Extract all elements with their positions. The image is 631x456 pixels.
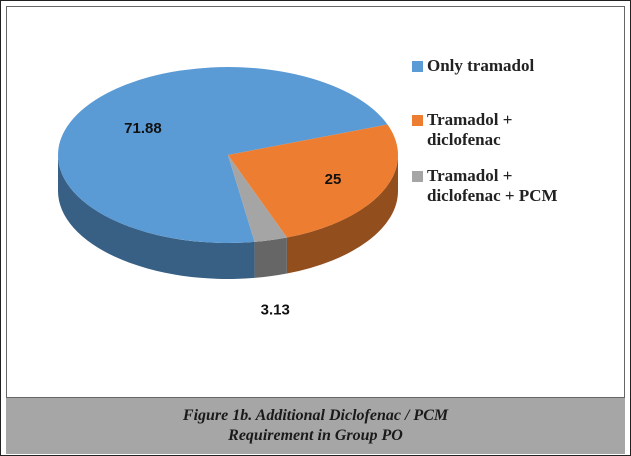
data-label: 25 bbox=[325, 171, 342, 188]
slice-side bbox=[254, 237, 287, 278]
legend-label: Tramadol + diclofenac + PCM bbox=[427, 166, 558, 205]
legend-item: Tramadol + diclofenac + PCM bbox=[412, 166, 602, 206]
slice-side bbox=[58, 155, 255, 279]
legend-swatch bbox=[412, 61, 423, 72]
legend-swatch bbox=[412, 171, 423, 182]
caption-band: Figure 1b. Additional Diclofenac / PCM R… bbox=[6, 398, 625, 454]
caption: Figure 1b. Additional Diclofenac / PCM R… bbox=[182, 407, 449, 444]
slice bbox=[228, 155, 287, 242]
slice-side bbox=[286, 155, 398, 274]
legend-label: Tramadol + diclofenac bbox=[427, 110, 513, 149]
legend-item: Tramadol + diclofenac bbox=[412, 110, 602, 150]
plot-area bbox=[6, 6, 625, 398]
slice bbox=[228, 124, 398, 238]
slice bbox=[58, 67, 388, 244]
data-label: 3.13 bbox=[261, 302, 290, 319]
legend-item: Only tramadol bbox=[412, 56, 602, 76]
data-label: 71.88 bbox=[124, 120, 162, 137]
legend-label: Only tramadol bbox=[427, 56, 535, 75]
legend-swatch bbox=[412, 115, 423, 126]
